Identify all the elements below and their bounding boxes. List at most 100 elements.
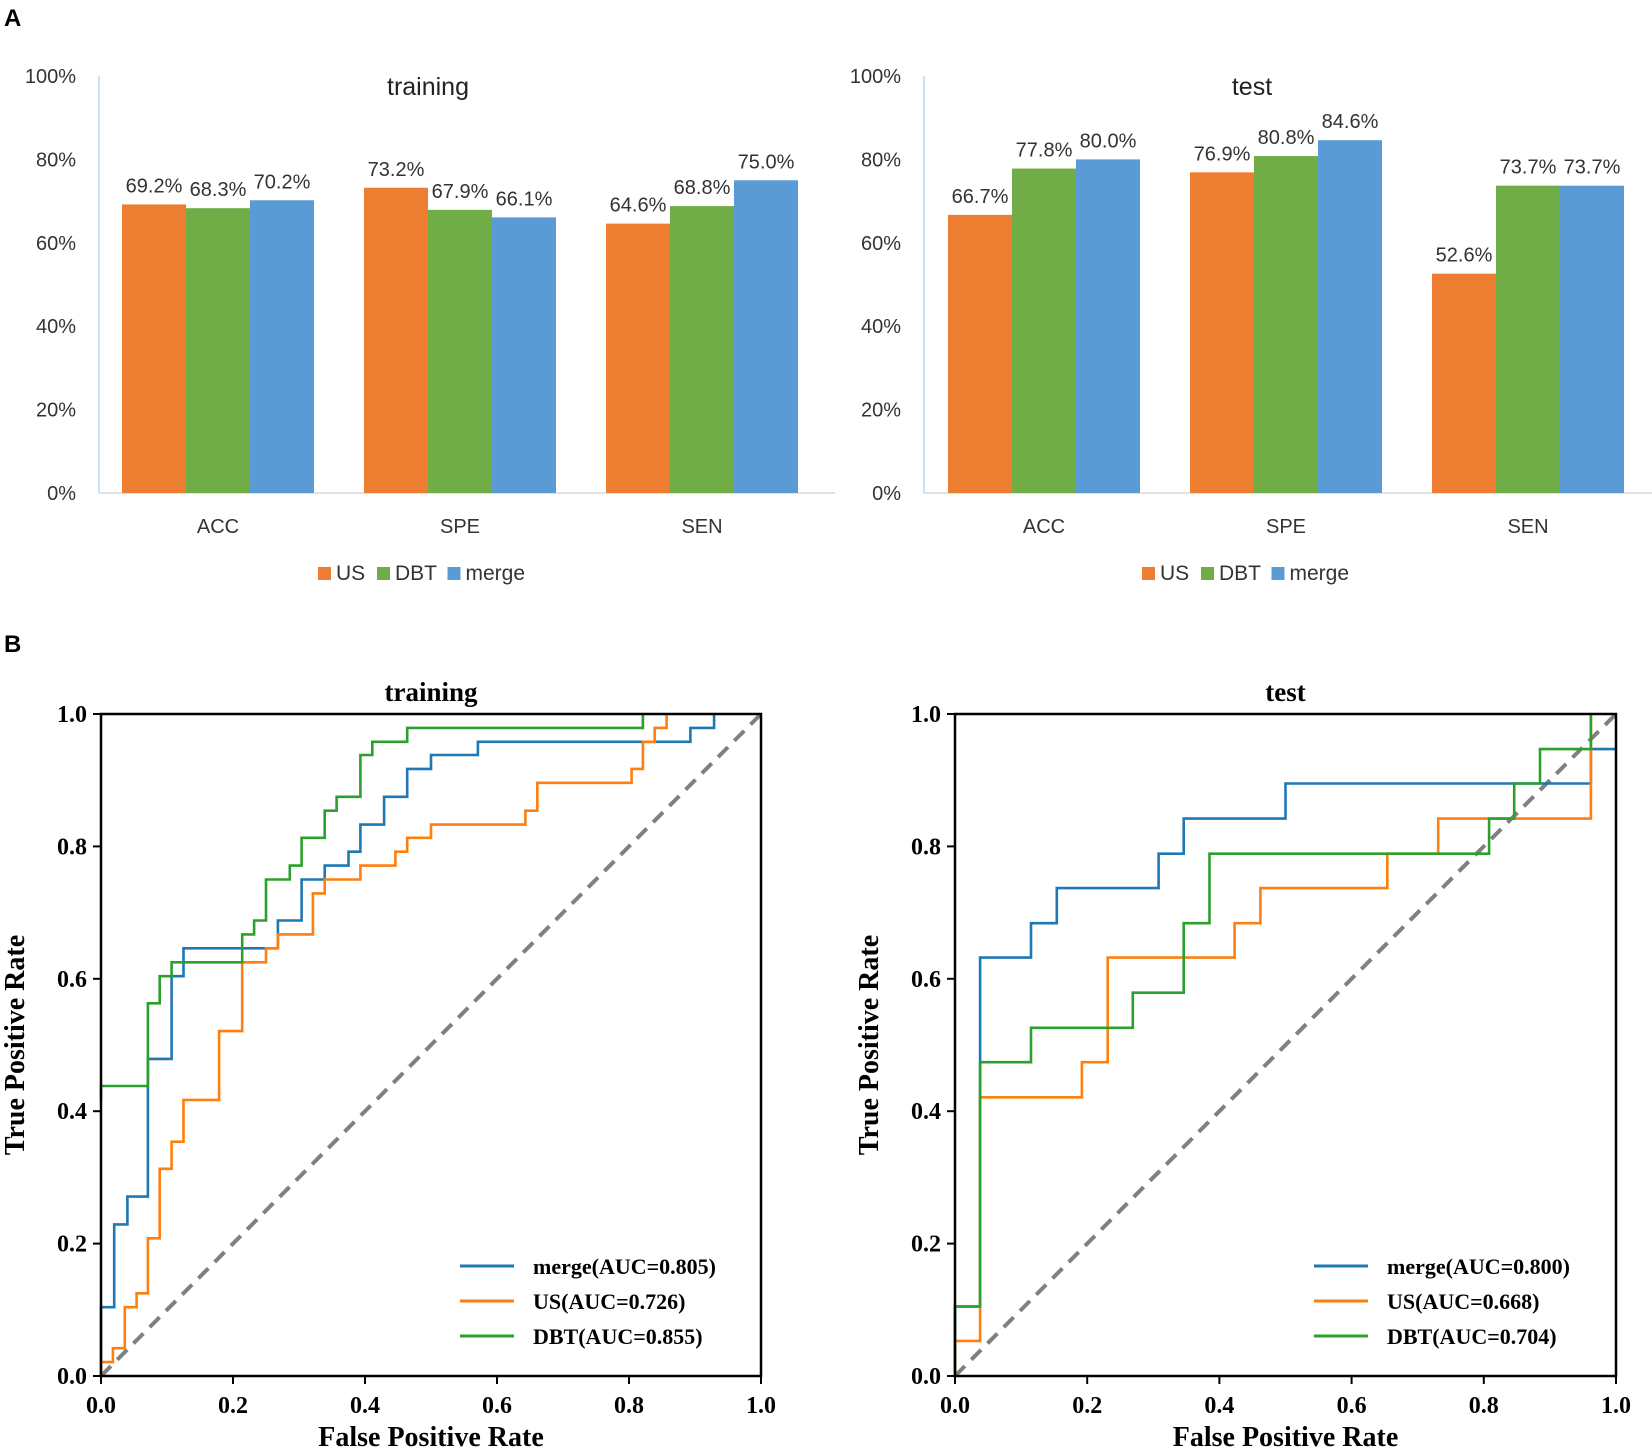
chance-diagonal <box>99 712 763 1378</box>
bar-dbt <box>186 208 250 493</box>
bar-dbt <box>428 209 492 493</box>
x-tick-label: SPE <box>440 516 480 538</box>
x-tick-label: ACC <box>1023 516 1065 538</box>
roc-chart-training: training 0.0 0.0 0.2 0.2 0.4 0.4 0.6 0.6 0.8 0.8 1.… <box>0 677 776 1453</box>
legend-swatch-merge <box>1271 567 1285 580</box>
y-tick-label: 0.6 <box>911 967 941 993</box>
bar-us <box>122 204 186 493</box>
panel-label-a: A <box>4 5 21 32</box>
data-label: 69.2% <box>126 175 183 197</box>
y-tick-label: 1.0 <box>57 702 87 728</box>
y-tick-label: 40% <box>861 316 901 338</box>
y-tick-label: 80% <box>36 149 76 171</box>
y-tick-label: 20% <box>36 400 76 422</box>
data-label: 66.1% <box>496 188 553 210</box>
y-tick-label: 0.2 <box>911 1232 941 1258</box>
legend-label-us: US(AUC=0.668) <box>1387 1289 1539 1314</box>
data-label: 80.0% <box>1080 130 1137 152</box>
bar-merge <box>492 217 556 493</box>
legend-label-us: US <box>336 562 365 585</box>
y-axis-label: True Positive Rate <box>0 935 31 1155</box>
y-tick-label: 0.8 <box>911 834 941 860</box>
bar-merge <box>1560 185 1624 493</box>
bar-us <box>606 223 670 494</box>
x-tick-label: 0.4 <box>350 1393 380 1419</box>
bar-us <box>364 187 428 494</box>
plot-frame <box>953 712 1618 1378</box>
roc-curve-us <box>99 714 668 1376</box>
x-axis-label: False Positive Rate <box>1173 1422 1399 1453</box>
chart-title: test <box>1232 73 1272 101</box>
bar-merge <box>1076 159 1140 493</box>
legend-swatch-us <box>1142 567 1155 580</box>
x-tick-label: 0.4 <box>1204 1393 1234 1419</box>
y-tick-label: 100% <box>25 66 76 88</box>
legend-label-us: US <box>1160 562 1189 585</box>
x-tick-label: 0.6 <box>1337 1393 1367 1419</box>
y-tick-label: 0.4 <box>911 1099 941 1125</box>
data-label: 70.2% <box>254 171 311 193</box>
roc-curve-dbt <box>99 714 645 1100</box>
data-label: 68.3% <box>190 179 247 201</box>
x-tick-label: 0.8 <box>1469 1393 1499 1419</box>
plot-frame <box>99 712 763 1378</box>
legend-swatch-dbt <box>377 567 390 580</box>
data-label: 73.7% <box>1564 157 1621 179</box>
bar-us <box>1432 273 1496 493</box>
y-tick-label: 40% <box>36 316 76 338</box>
roc-curve-merge <box>99 714 716 1376</box>
data-label: 76.9% <box>1194 143 1251 165</box>
legend-swatch-us <box>318 567 331 580</box>
y-tick-label: 20% <box>861 400 901 422</box>
x-tick-label: 0.2 <box>218 1393 248 1419</box>
y-tick-label: 0.4 <box>57 1099 87 1125</box>
data-label: 73.7% <box>1500 157 1557 179</box>
x-tick-label: SEN <box>1507 516 1548 538</box>
x-axis-label: False Positive Rate <box>318 1422 544 1453</box>
x-tick-label: 0.8 <box>614 1393 644 1419</box>
data-label: 84.6% <box>1322 111 1379 133</box>
x-tick-label: ACC <box>197 516 239 538</box>
data-label: 67.9% <box>432 181 489 203</box>
x-tick-label: 0.6 <box>482 1393 512 1419</box>
x-tick-label: 0.2 <box>1072 1393 1102 1419</box>
legend-label-merge: merge(AUC=0.805) <box>533 1254 716 1279</box>
bar-merge <box>734 180 798 493</box>
y-axis-label: True Positive Rate <box>854 935 885 1155</box>
y-tick-label: 0.6 <box>57 967 87 993</box>
data-label: 66.7% <box>952 186 1009 208</box>
legend-swatch-dbt <box>1201 567 1214 580</box>
legend-label-merge: merge(AUC=0.800) <box>1387 1254 1570 1279</box>
bar-us <box>1190 172 1254 493</box>
bar-us <box>948 214 1012 493</box>
data-label: 80.8% <box>1258 127 1315 149</box>
bar-chart-training: training 0% 20% 40% 60% 80% 100% ACC 69.2% 68.3% 7… <box>25 66 835 585</box>
y-tick-label: 60% <box>861 233 901 255</box>
data-label: 68.8% <box>674 177 731 199</box>
x-tick-label: 1.0 <box>746 1393 776 1419</box>
y-tick-label: 0.0 <box>57 1364 87 1390</box>
x-tick-label: SEN <box>681 516 722 538</box>
legend-label-us: US(AUC=0.726) <box>533 1289 685 1314</box>
legend-label-dbt: DBT(AUC=0.704) <box>1387 1324 1557 1349</box>
data-label: 75.0% <box>738 151 795 173</box>
chart-title: test <box>1265 677 1305 707</box>
roc-curve-merge <box>953 747 1616 1376</box>
bar-dbt <box>670 206 734 493</box>
y-tick-label: 80% <box>861 149 901 171</box>
legend-label-merge: merge <box>1290 562 1350 585</box>
y-tick-label: 0.0 <box>911 1364 941 1390</box>
y-tick-label: 0.8 <box>57 834 87 860</box>
legend-label-dbt: DBT(AUC=0.855) <box>533 1324 703 1349</box>
panel-label-b: B <box>4 631 21 658</box>
data-label: 77.8% <box>1016 140 1073 162</box>
bar-dbt <box>1496 185 1560 493</box>
bar-dbt <box>1254 156 1318 493</box>
y-tick-label: 0.2 <box>57 1232 87 1258</box>
y-tick-label: 100% <box>850 66 901 88</box>
legend-label-dbt: DBT <box>1219 562 1261 585</box>
bar-chart-test: test 0% 20% 40% 60% 80% 100% ACC 66.7% 77.8% 80.0%… <box>850 66 1652 585</box>
x-tick-label: SPE <box>1266 516 1306 538</box>
data-label: 64.6% <box>610 195 667 217</box>
